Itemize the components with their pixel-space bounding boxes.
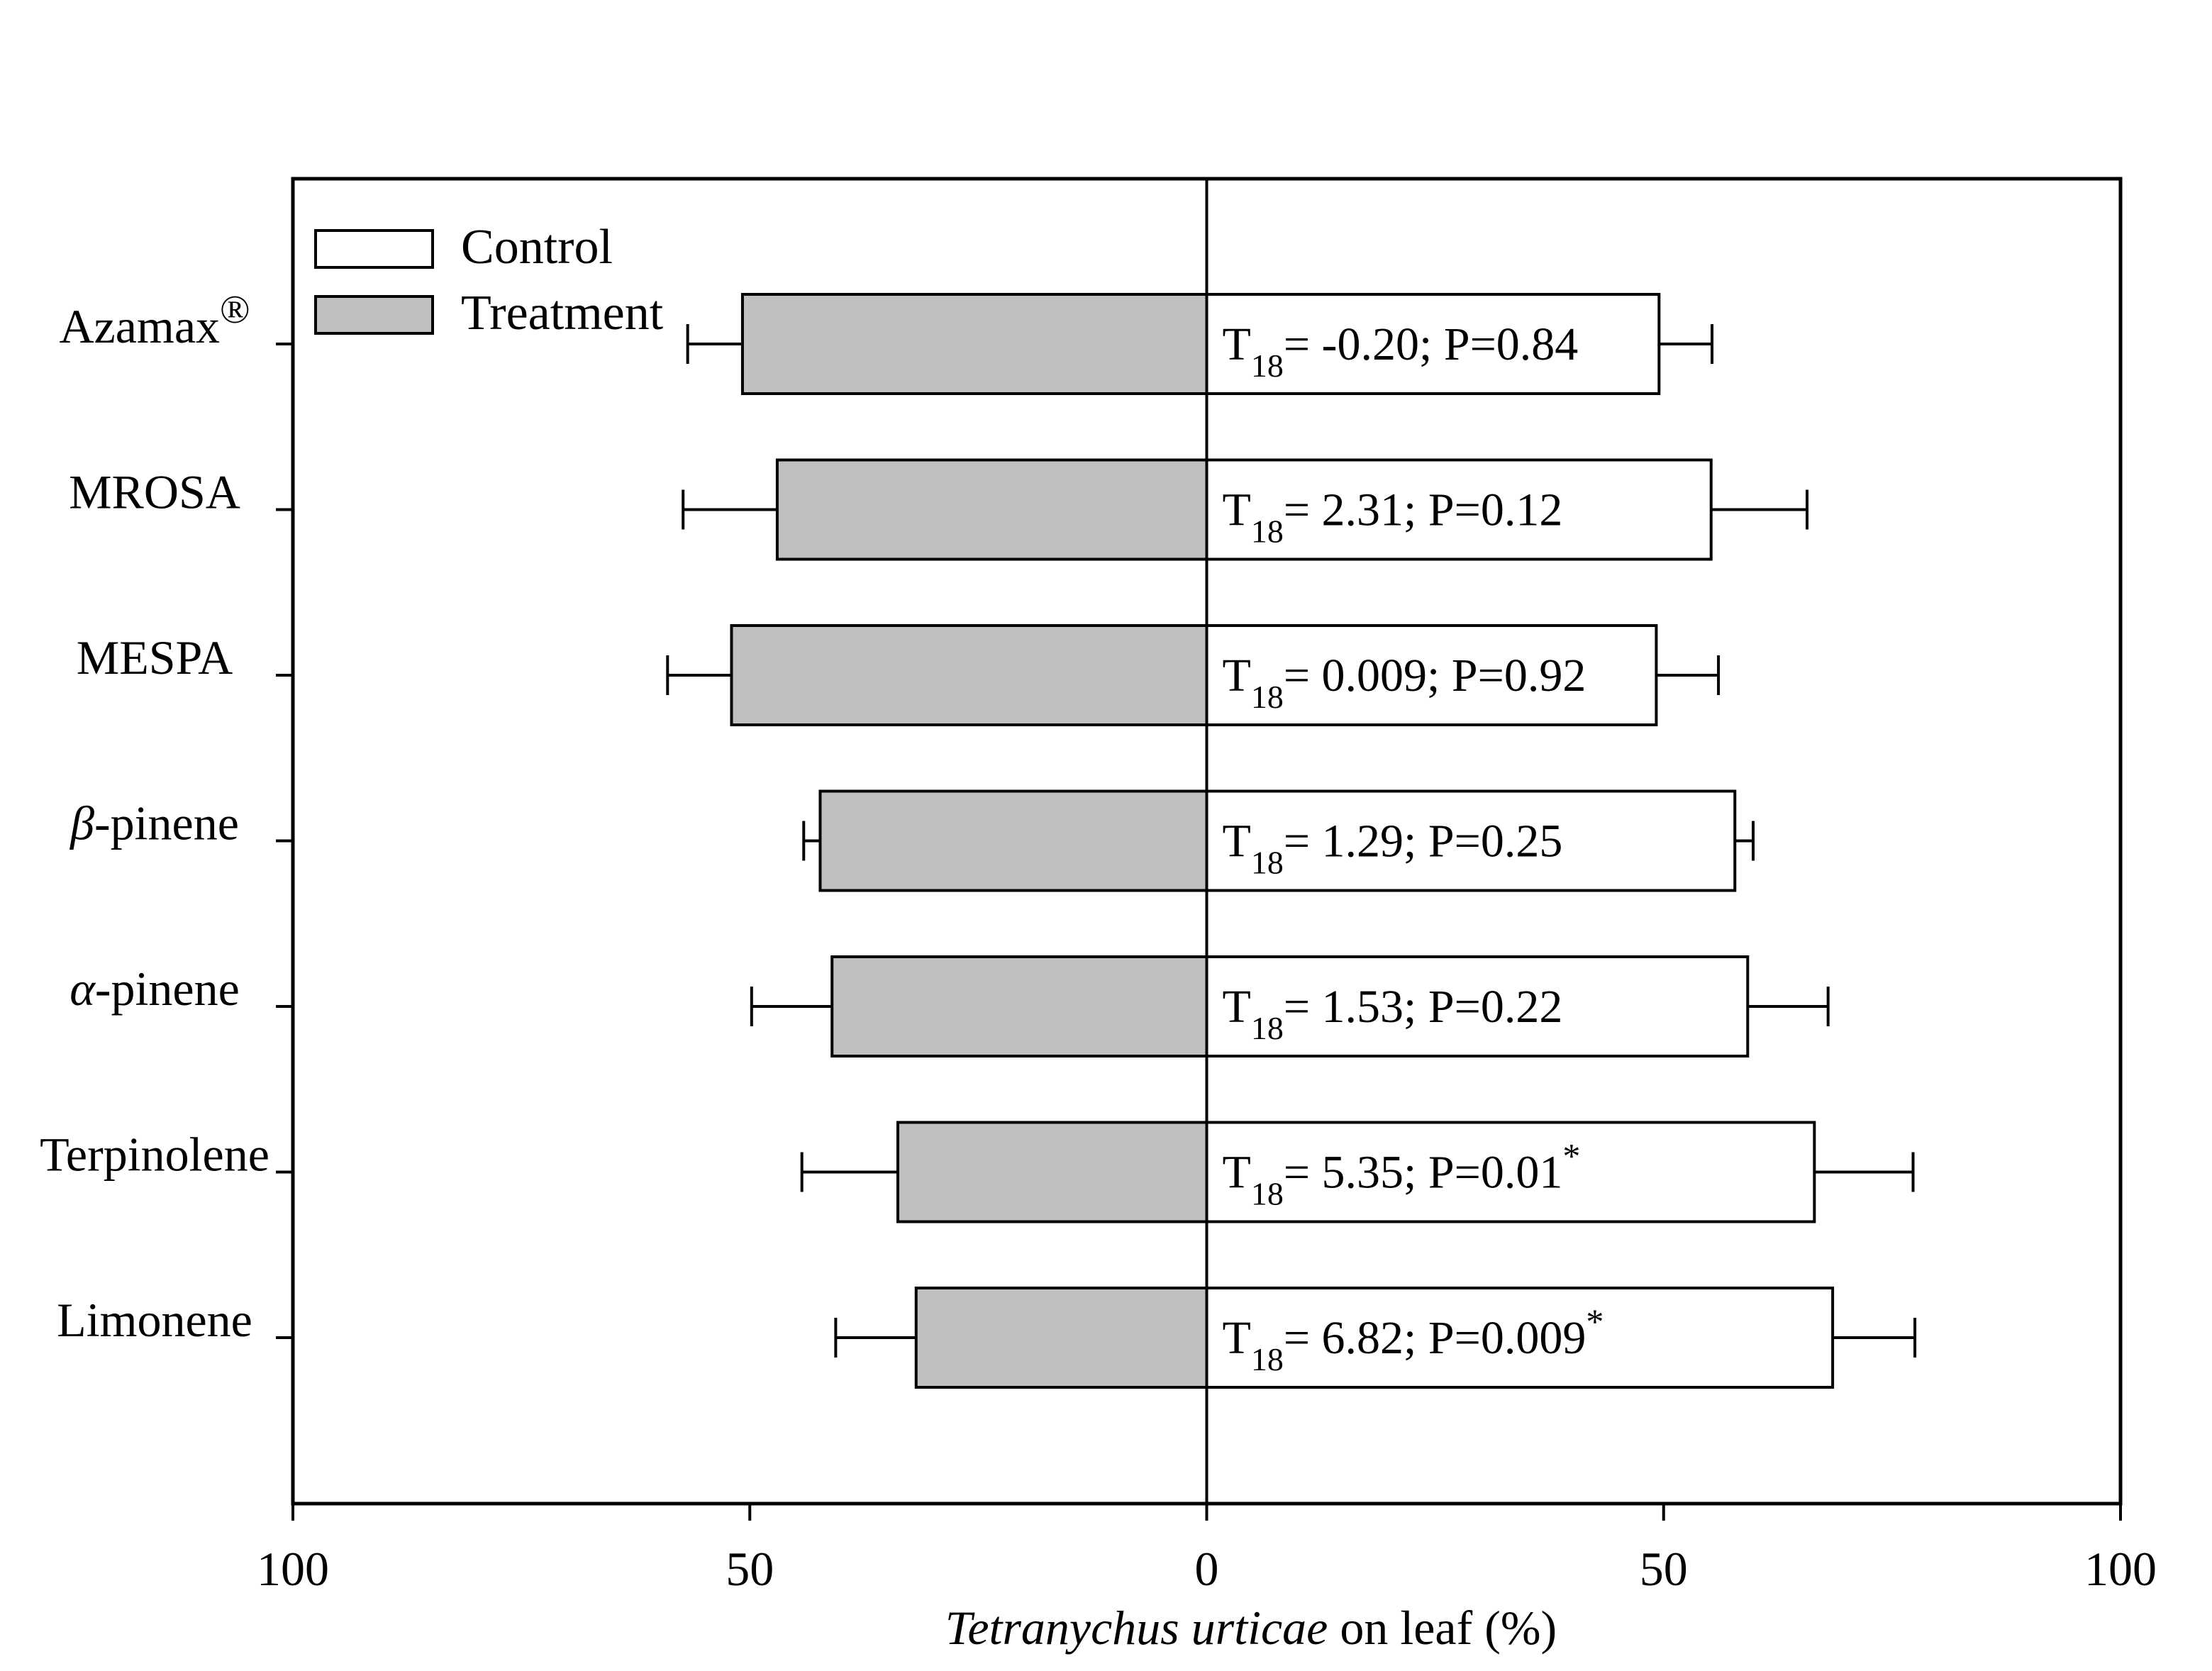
y-tick-label: MESPA xyxy=(77,631,233,684)
legend-swatch xyxy=(314,295,434,335)
y-tick-label: MROSA xyxy=(69,465,240,519)
bar-treatment xyxy=(914,1287,1208,1389)
bar-treatment xyxy=(818,789,1208,892)
stat-label: T18= -0.20; P=0.84 xyxy=(1223,318,1579,384)
bar-treatment xyxy=(730,624,1208,726)
y-tick-label: α-pinene xyxy=(70,962,240,1016)
legend-swatch xyxy=(314,229,434,269)
x-tick-label: 100 xyxy=(257,1542,329,1596)
y-tick-label: Limonene xyxy=(57,1293,252,1347)
stat-label: T18= 0.009; P=0.92 xyxy=(1223,650,1586,715)
bar-treatment xyxy=(775,458,1208,561)
y-axis: Azamax® MROSA MESPA β-pinene α-pinene Terpino… xyxy=(40,288,293,1347)
y-tick-label: Terpinolene xyxy=(40,1128,269,1182)
stat-label: T18= 5.35; P=0.01* xyxy=(1223,1136,1581,1212)
bar-control xyxy=(1205,458,1713,561)
stat-label: T18= 1.29; P=0.25 xyxy=(1223,816,1563,881)
x-tick-label: 0 xyxy=(1195,1542,1219,1596)
bar-treatment xyxy=(896,1121,1208,1223)
legend-label: Treatment xyxy=(461,286,664,340)
bar-control xyxy=(1205,1287,1835,1389)
bar-treatment xyxy=(830,955,1208,1057)
bar-control xyxy=(1205,293,1661,395)
bars-layer xyxy=(666,293,1917,1389)
x-axis-title-rest: on leaf (%) xyxy=(1328,1601,1557,1655)
bar-treatment xyxy=(740,293,1208,395)
stat-label: T18= 2.31; P=0.12 xyxy=(1223,484,1563,550)
x-tick-label: 100 xyxy=(2084,1542,2157,1596)
bar-control xyxy=(1205,1121,1816,1223)
legend-label: Control xyxy=(461,220,613,274)
bar-control xyxy=(1205,789,1737,892)
y-tick-label: Azamax® xyxy=(59,288,250,353)
stat-label: T18= 6.82; P=0.009* xyxy=(1223,1301,1604,1377)
x-axis-title: Tetranychus urticae on leaf (%) xyxy=(945,1601,1557,1655)
x-tick-label: 50 xyxy=(726,1542,774,1596)
x-axis-title-italic: Tetranychus urticae xyxy=(945,1601,1328,1655)
stat-label: T18= 1.53; P=0.22 xyxy=(1223,981,1563,1046)
x-axis: 100 50 0 50 100 xyxy=(257,1504,2157,1596)
x-tick-label: 50 xyxy=(1640,1542,1688,1596)
y-tick-label: β-pinene xyxy=(69,796,239,850)
legend: Control Treatment xyxy=(314,220,664,340)
stats-annotations: T18= -0.20; P=0.84 T18= 2.31; P=0.12 T18= … xyxy=(1223,318,1604,1377)
